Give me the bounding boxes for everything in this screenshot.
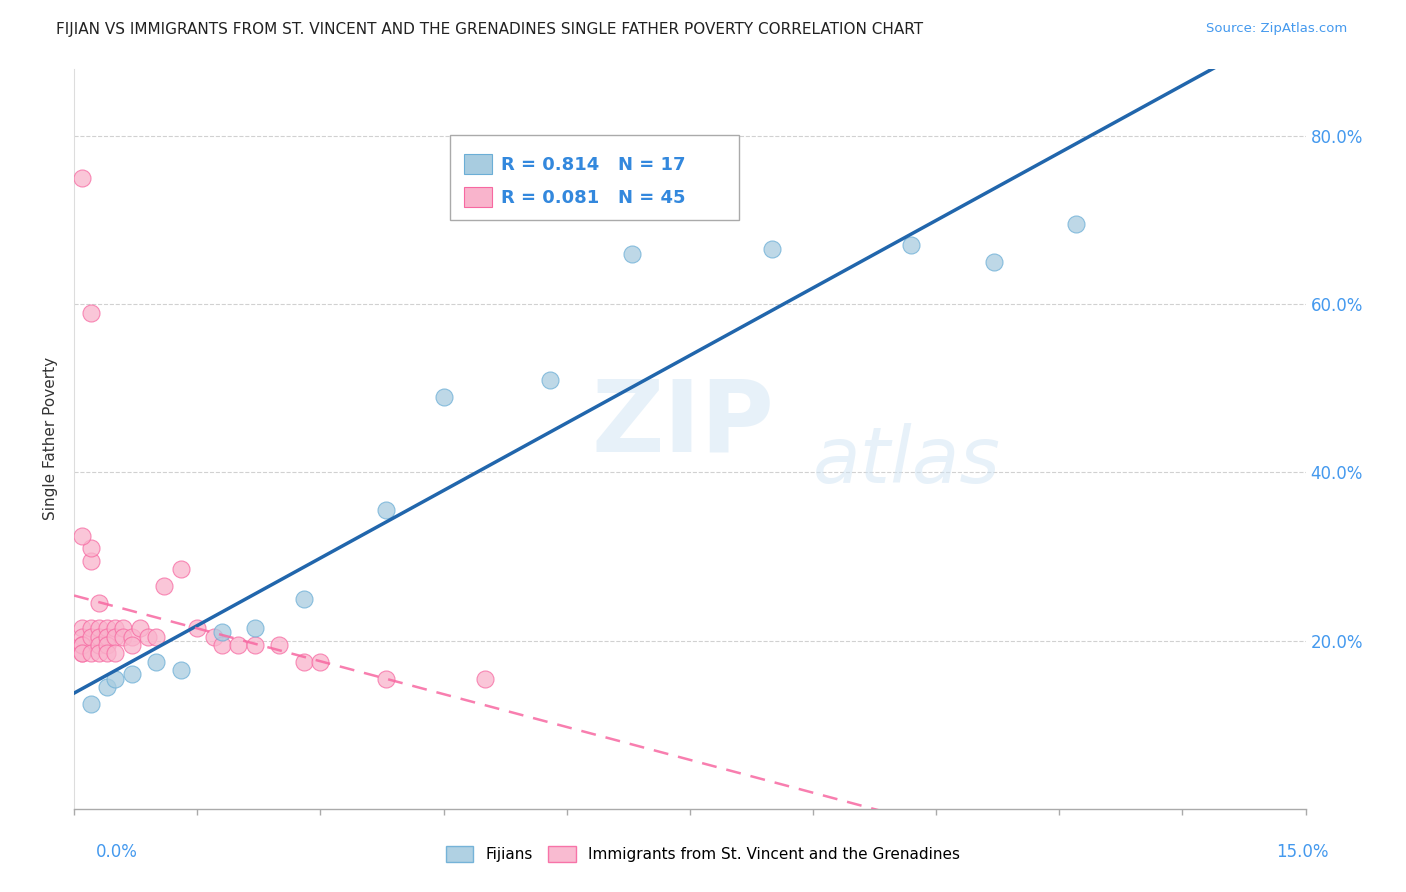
Point [292, 655, 315, 669]
Point [375, 503, 398, 517]
Point [87, 621, 110, 635]
Point [128, 621, 150, 635]
Point [79, 541, 101, 556]
Point [96, 680, 118, 694]
Point [1064, 217, 1087, 231]
Point [983, 255, 1005, 269]
Point [87, 638, 110, 652]
Point [269, 638, 291, 652]
Legend: Fijians, Immigrants from St. Vincent and the Grenadines: Fijians, Immigrants from St. Vincent and… [440, 840, 966, 868]
Point [72, 621, 94, 635]
Text: FIJIAN VS IMMIGRANTS FROM ST. VINCENT AND THE GRENADINES SINGLE FATHER POVERTY C: FIJIAN VS IMMIGRANTS FROM ST. VINCENT AN… [56, 22, 924, 37]
Point [87, 596, 110, 610]
Point [79, 646, 101, 660]
Point [432, 390, 454, 404]
Point [112, 621, 135, 635]
Point [121, 638, 143, 652]
Text: R = 0.814   N = 17: R = 0.814 N = 17 [502, 156, 686, 174]
FancyBboxPatch shape [464, 154, 492, 174]
Point [211, 638, 233, 652]
Point [96, 646, 118, 660]
Point [72, 170, 94, 185]
Point [186, 621, 208, 635]
FancyBboxPatch shape [464, 187, 492, 207]
Point [170, 562, 193, 576]
Point [112, 630, 135, 644]
Point [145, 655, 167, 669]
Point [72, 646, 94, 660]
Text: 15.0%: 15.0% [1277, 843, 1329, 861]
Point [79, 554, 101, 568]
Point [136, 630, 159, 644]
Point [72, 646, 94, 660]
Point [761, 243, 783, 257]
Text: ZIP: ZIP [592, 376, 775, 473]
Point [292, 591, 315, 606]
Point [309, 655, 332, 669]
Point [72, 638, 94, 652]
Point [153, 579, 176, 593]
FancyBboxPatch shape [450, 136, 740, 220]
Point [104, 672, 127, 686]
Text: R = 0.081   N = 45: R = 0.081 N = 45 [502, 189, 686, 207]
Point [202, 630, 225, 644]
Point [211, 625, 233, 640]
Point [79, 630, 101, 644]
Point [121, 667, 143, 681]
Point [96, 621, 118, 635]
Point [243, 638, 266, 652]
Point [104, 646, 127, 660]
Point [170, 663, 193, 677]
Point [79, 305, 101, 319]
Text: atlas: atlas [813, 423, 1001, 499]
Point [87, 646, 110, 660]
Point [96, 630, 118, 644]
Point [72, 638, 94, 652]
Y-axis label: Single Father Poverty: Single Father Poverty [44, 357, 58, 520]
Point [243, 621, 266, 635]
Point [72, 630, 94, 644]
Point [79, 697, 101, 711]
Point [474, 672, 496, 686]
Point [375, 672, 398, 686]
Text: 0.0%: 0.0% [96, 843, 138, 861]
Point [621, 246, 644, 260]
Point [104, 630, 127, 644]
Point [104, 621, 127, 635]
Point [72, 528, 94, 542]
Point [900, 238, 922, 252]
Point [79, 621, 101, 635]
Point [96, 638, 118, 652]
Text: Source: ZipAtlas.com: Source: ZipAtlas.com [1206, 22, 1347, 36]
Point [87, 630, 110, 644]
Point [226, 638, 249, 652]
Point [145, 630, 167, 644]
Point [121, 630, 143, 644]
Point [538, 373, 561, 387]
